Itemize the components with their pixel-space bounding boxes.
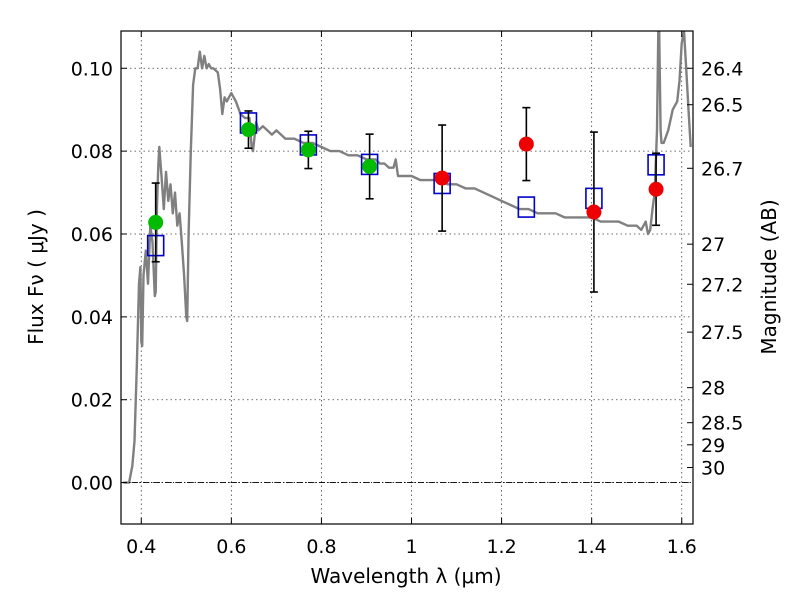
measured-flux-point (300, 142, 316, 158)
y-axis-label: Flux Fν ( μJy ) (24, 209, 48, 345)
grid-lines (121, 31, 693, 524)
x-tick-label: 0.4 (126, 536, 156, 558)
model-photometry-square (517, 196, 536, 218)
magnitude-tick-label: 29 (701, 435, 725, 457)
measured-flux-point (240, 122, 256, 138)
measured-flux-point (586, 204, 602, 220)
magnitude-tick-label: 30 (701, 458, 725, 480)
magnitude-tick-label: 28 (701, 378, 725, 400)
x-tick-label: 1 (405, 536, 417, 558)
x-tick-label: 0.6 (216, 536, 246, 558)
y-tick-label: 0.00 (71, 473, 113, 495)
magnitude-tick-label: 27.2 (701, 274, 743, 296)
y-tick-label: 0.04 (71, 307, 113, 329)
plot-area (123, 31, 692, 484)
magnitude-tick-label: 26.4 (701, 58, 743, 80)
measured-flux-point (434, 170, 450, 186)
magnitude-tick-label: 26.5 (701, 95, 743, 117)
magnitude-tick-label: 26.7 (701, 158, 743, 180)
x-tick-label: 1.6 (667, 536, 697, 558)
measured-flux-point (518, 136, 534, 152)
y-tick-label: 0.06 (71, 224, 113, 246)
x-tick-label: 1.4 (577, 536, 607, 558)
magnitude-tick-label: 27.5 (701, 322, 743, 344)
tick-labels: 0.4 0.6 0.8 1 1.2 1.4 1.6 0.00 0.02 0.04 0.06 0.08 0… (71, 58, 744, 558)
x-tick-label: 1.2 (486, 536, 516, 558)
x-tick-label: 0.8 (306, 536, 336, 558)
measured-flux-point (648, 181, 664, 197)
measured-flux-point (362, 158, 378, 174)
axes-frame (120, 30, 694, 525)
magnitude-axis-label: Magnitude (AB) (757, 199, 781, 354)
y-tick-label: 0.08 (71, 141, 113, 163)
magnitude-tick-label: 27 (701, 234, 725, 256)
y-tick-label: 0.10 (71, 58, 113, 80)
magnitude-tick-label: 28.5 (701, 413, 743, 435)
measured-flux-point (148, 214, 164, 230)
y-tick-label: 0.02 (71, 390, 113, 412)
plot-border (120, 30, 694, 525)
x-axis-label: Wavelength λ (μm) (310, 564, 501, 588)
model-spectrum-line (123, 31, 692, 484)
